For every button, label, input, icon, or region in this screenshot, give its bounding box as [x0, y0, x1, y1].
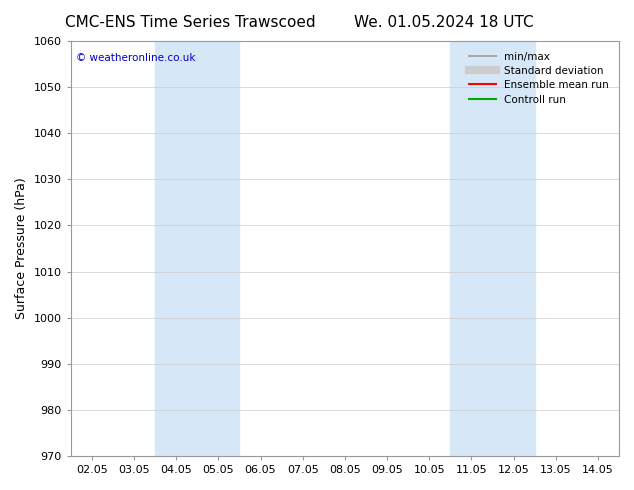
- Bar: [450, 41, 534, 456]
- Bar: [155, 41, 240, 456]
- Legend: min/max, Standard deviation, Ensemble mean run, Controll run: min/max, Standard deviation, Ensemble me…: [464, 46, 614, 110]
- Text: CMC-ENS Time Series Trawscoed: CMC-ENS Time Series Trawscoed: [65, 15, 316, 30]
- Y-axis label: Surface Pressure (hPa): Surface Pressure (hPa): [15, 178, 28, 319]
- Text: We. 01.05.2024 18 UTC: We. 01.05.2024 18 UTC: [354, 15, 534, 30]
- Text: © weatheronline.co.uk: © weatheronline.co.uk: [76, 53, 196, 64]
